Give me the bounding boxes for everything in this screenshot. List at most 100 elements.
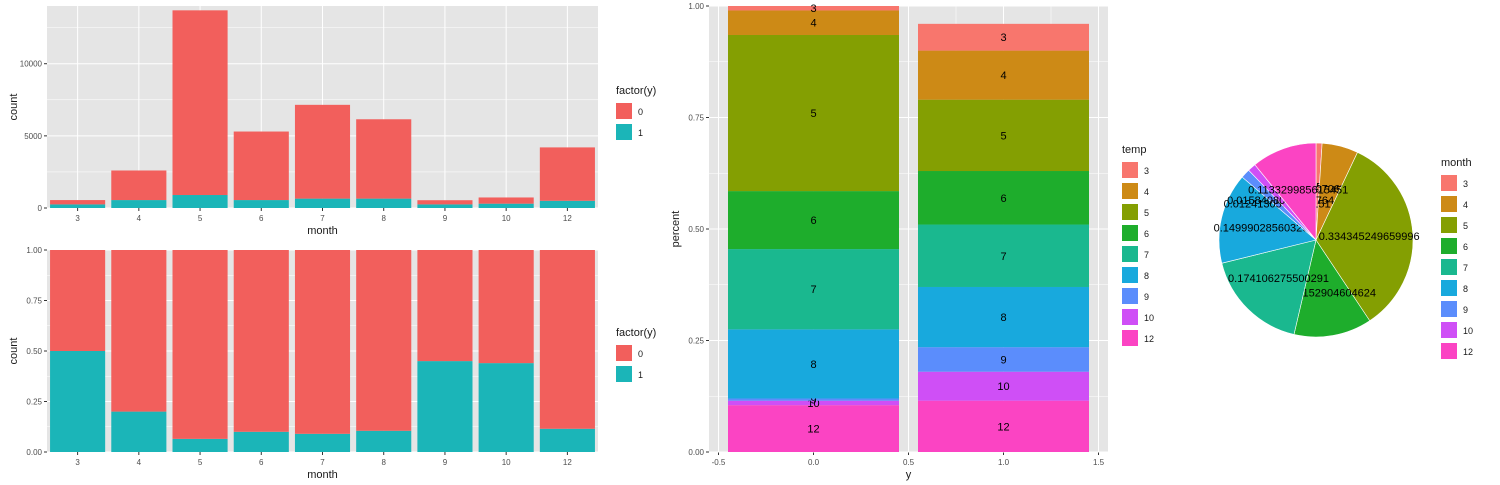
bar-segment bbox=[918, 23, 1089, 51]
bar-label: 5 bbox=[1000, 130, 1006, 142]
bar-segment bbox=[728, 10, 899, 35]
x-tick-label: 1.0 bbox=[998, 458, 1010, 467]
pie-slice-label: 0.113329985615451 bbox=[1248, 185, 1348, 197]
y-tick-label: 0.00 bbox=[26, 448, 42, 457]
legend-label: 3 bbox=[1463, 179, 1468, 189]
bar-segment bbox=[728, 6, 899, 11]
bar-segment bbox=[172, 250, 228, 439]
y-axis-label: count bbox=[8, 94, 20, 121]
legend-swatch bbox=[1122, 330, 1138, 346]
bar-segment bbox=[417, 361, 473, 452]
legend-label: 6 bbox=[1463, 242, 1468, 252]
bar-segment bbox=[918, 50, 1089, 100]
legend-title: temp bbox=[1122, 144, 1146, 156]
legend-swatch bbox=[1122, 267, 1138, 283]
bar-label: 4 bbox=[1000, 70, 1006, 82]
bar-segment bbox=[356, 250, 412, 431]
bar-segment bbox=[172, 10, 228, 196]
legend-title: factor(y) bbox=[616, 327, 656, 339]
bar-segment bbox=[50, 204, 106, 208]
chart-month-proportion: 0.000.250.500.751.003 4 5 6 7 8 9 10 12monthcoun… bbox=[8, 246, 656, 481]
bar-segment bbox=[294, 198, 351, 208]
legend-swatch bbox=[616, 103, 632, 119]
y-tick-label: 10000 bbox=[20, 60, 43, 69]
bar-segment bbox=[111, 170, 167, 201]
y-axis-label: count bbox=[8, 338, 20, 365]
legend-swatch bbox=[1441, 217, 1457, 233]
y-tick-label: 0 bbox=[38, 204, 43, 213]
bar-label: 3 bbox=[1000, 32, 1006, 44]
bar-label: 10 bbox=[807, 398, 819, 410]
legend-label: 12 bbox=[1463, 347, 1473, 357]
bar-segment bbox=[918, 286, 1089, 348]
bar-segment bbox=[728, 398, 899, 401]
legend-label: 8 bbox=[1144, 271, 1149, 281]
legend-label: 1 bbox=[638, 370, 643, 380]
bar-label: 5 bbox=[810, 108, 816, 120]
bar-segment bbox=[50, 250, 106, 351]
x-tick-label: 1.5 bbox=[1093, 458, 1105, 467]
legend-label: 4 bbox=[1463, 200, 1468, 210]
legend-label: 4 bbox=[1144, 187, 1149, 197]
bar-segment bbox=[539, 428, 595, 452]
bar-segment bbox=[111, 250, 167, 412]
pie-slice bbox=[1221, 239, 1317, 335]
y-tick-label: 0.25 bbox=[688, 337, 704, 346]
bar-segment bbox=[918, 224, 1089, 287]
pie-slice bbox=[1254, 142, 1317, 241]
bar-segment bbox=[172, 195, 228, 208]
legend-swatch bbox=[1441, 322, 1457, 338]
bar-segment bbox=[478, 363, 534, 452]
x-tick-label: 9 bbox=[443, 214, 448, 223]
pie-slice bbox=[1293, 239, 1371, 338]
legend-title: factor(y) bbox=[616, 85, 656, 97]
legend-swatch bbox=[1441, 238, 1457, 254]
legend-label: 8 bbox=[1463, 284, 1468, 294]
bar-segment bbox=[478, 250, 534, 364]
pie-slice bbox=[1315, 151, 1414, 322]
bar-segment bbox=[539, 147, 595, 201]
x-tick-label: 4 bbox=[137, 458, 142, 467]
bar-label: 6 bbox=[1000, 193, 1006, 205]
bar-segment bbox=[233, 131, 289, 201]
bar-segment bbox=[233, 431, 289, 452]
chart-month-pie: 0.01486045154450910.05564070670979460.33… bbox=[1214, 142, 1473, 359]
legend-label: 0 bbox=[638, 349, 643, 359]
legend-label: 10 bbox=[1463, 326, 1473, 336]
bar-segment bbox=[728, 329, 899, 399]
bar-segment bbox=[728, 191, 899, 250]
legend-swatch bbox=[1122, 309, 1138, 325]
legend-swatch bbox=[1122, 162, 1138, 178]
x-tick-label: 4 bbox=[137, 214, 142, 223]
bar-segment bbox=[356, 430, 412, 452]
legend-label: 5 bbox=[1463, 221, 1468, 231]
legend-label: 6 bbox=[1144, 229, 1149, 239]
bar-segment bbox=[478, 197, 534, 204]
legend-swatch bbox=[616, 124, 632, 140]
bar-segment bbox=[294, 250, 351, 434]
legend-swatch bbox=[1441, 196, 1457, 212]
bar-label: 6 bbox=[810, 215, 816, 227]
x-axis-label: y bbox=[906, 469, 912, 481]
x-tick-label: 8 bbox=[381, 214, 386, 223]
bar-segment bbox=[294, 433, 351, 452]
bar-segment bbox=[918, 171, 1089, 225]
bar-segment bbox=[918, 99, 1089, 172]
legend-swatch bbox=[1441, 259, 1457, 275]
legend-label: 3 bbox=[1144, 166, 1149, 176]
legend-title: month bbox=[1441, 157, 1472, 169]
x-tick-label: 5 bbox=[198, 458, 203, 467]
legend-label: 7 bbox=[1144, 250, 1149, 260]
bar-segment bbox=[539, 200, 595, 208]
legend-label: 9 bbox=[1144, 292, 1149, 302]
bar-segment bbox=[539, 250, 595, 429]
bar-segment bbox=[111, 200, 167, 208]
x-tick-label: 6 bbox=[259, 214, 264, 223]
bar-segment bbox=[728, 34, 899, 192]
bar-segment bbox=[294, 104, 351, 199]
y-tick-label: 0.25 bbox=[26, 398, 42, 407]
legend-swatch bbox=[1441, 301, 1457, 317]
y-axis-label: percent bbox=[670, 211, 682, 248]
legend-swatch bbox=[1441, 343, 1457, 359]
